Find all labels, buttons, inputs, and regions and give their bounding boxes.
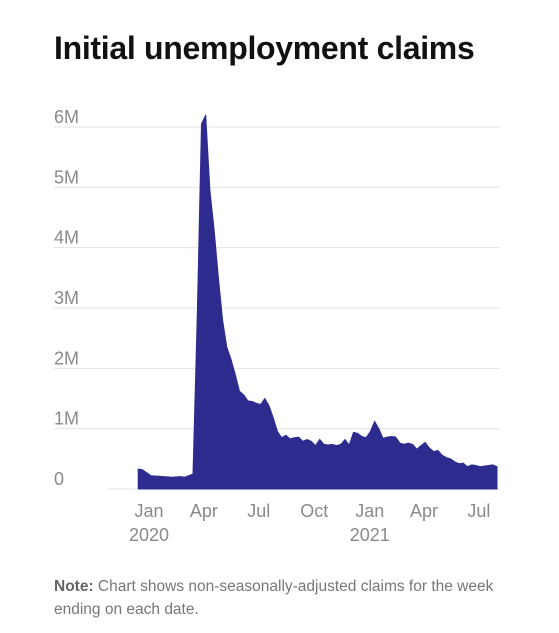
claims-area <box>137 114 498 490</box>
y-axis-ticks: 0 1M 2M 3M 4M 5M 6M <box>54 107 79 489</box>
x-axis-ticks: Jan 2020 Apr Jul Oct Jan 2021 Apr Jul <box>129 501 490 545</box>
x-tick-label: Apr <box>410 501 438 521</box>
y-tick-label: 2M <box>54 348 79 368</box>
x-tick-label: Oct <box>300 501 328 521</box>
x-tick-label: Jul <box>467 501 490 521</box>
chart-note: Note: Chart shows non-seasonally-adjuste… <box>54 575 524 621</box>
y-tick-label: 3M <box>54 288 79 308</box>
y-tick-label: 1M <box>54 409 79 429</box>
x-tick-year-label: 2021 <box>350 525 390 545</box>
note-label: Note: <box>54 578 94 595</box>
y-tick-label: 0 <box>54 469 64 489</box>
area-chart: 0 1M 2M 3M 4M 5M 6M Jan 2020 Apr Jul Oct Jan 2021 Apr… <box>54 107 500 545</box>
chart-title: Initial unemployment claims <box>54 30 475 66</box>
note-text: Chart shows non-seasonally-adjusted clai… <box>54 578 494 618</box>
x-tick-label: Jul <box>247 501 270 521</box>
y-tick-label: 5M <box>54 167 79 187</box>
y-tick-label: 4M <box>54 228 79 248</box>
x-tick-label: Jan <box>355 501 384 521</box>
x-tick-year-label: 2020 <box>129 525 169 545</box>
x-tick-label: Apr <box>190 501 218 521</box>
y-tick-label: 6M <box>54 107 79 127</box>
x-tick-label: Jan <box>134 501 163 521</box>
area-series <box>137 114 498 490</box>
